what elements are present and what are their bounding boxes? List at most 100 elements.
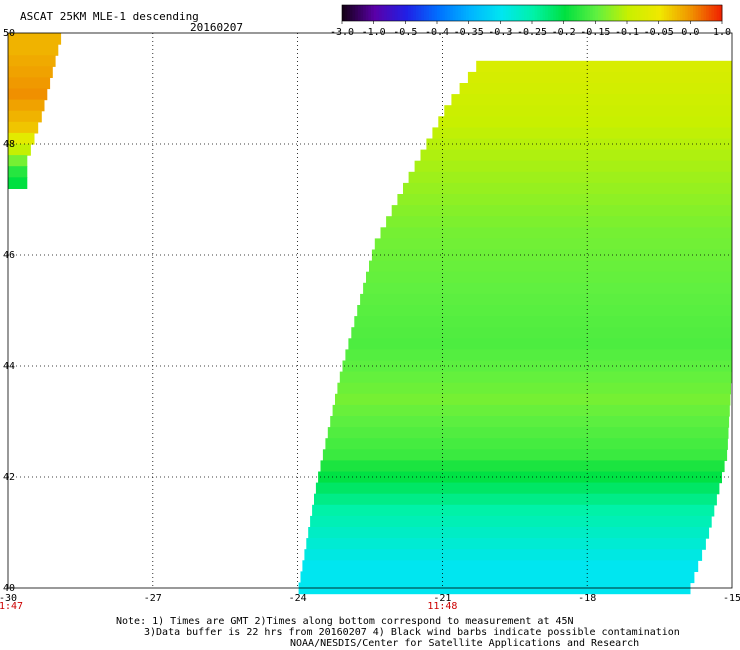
colorbar-swatch xyxy=(663,5,667,21)
colorbar-tick-label: -0.05 xyxy=(644,27,674,38)
time-label: 11:47 xyxy=(0,601,23,612)
colorbar-tick-label: -0.35 xyxy=(454,27,484,38)
colorbar-tick-label: -1.0 xyxy=(362,27,386,38)
colorbar-swatch xyxy=(439,5,443,21)
colorbar-swatch xyxy=(384,5,388,21)
colorbar-swatch xyxy=(613,5,617,21)
colorbar-swatch xyxy=(400,5,404,21)
swath-cell xyxy=(342,360,732,373)
x-tick-label: -27 xyxy=(144,593,162,604)
swath-cell xyxy=(8,166,28,178)
colorbar-swatch xyxy=(600,5,604,21)
colorbar-swatch xyxy=(500,5,504,21)
colorbar-swatch xyxy=(529,5,533,21)
colorbar-swatch xyxy=(347,5,351,21)
y-tick-label: 44 xyxy=(3,361,15,372)
colorbar-swatch xyxy=(442,5,446,21)
chart-date: 20160207 xyxy=(190,21,243,34)
colorbar-swatch xyxy=(666,5,670,21)
colorbar-swatch xyxy=(653,5,657,21)
colorbar-swatch xyxy=(473,5,477,21)
colorbar-swatch xyxy=(561,5,565,21)
colorbar-swatch xyxy=(532,5,536,21)
colorbar-swatch xyxy=(563,5,567,21)
swath-cell xyxy=(8,33,62,45)
colorbar-swatch xyxy=(632,5,636,21)
colorbar-swatch xyxy=(371,5,375,21)
colorbar-swatch xyxy=(447,5,451,21)
colorbar-swatch xyxy=(669,5,673,21)
y-tick-label: 40 xyxy=(3,583,15,594)
swath-cell xyxy=(8,121,39,134)
colorbar-swatch xyxy=(386,5,390,21)
swath-cell xyxy=(304,549,703,561)
colorbar-swatch xyxy=(373,5,377,21)
colorbar-swatch xyxy=(342,5,346,21)
swath-cell xyxy=(386,216,732,228)
colorbar-swatch xyxy=(587,5,591,21)
colorbar-swatch xyxy=(616,5,620,21)
colorbar-swatch xyxy=(352,5,356,21)
colorbar-tick-label: -3.0 xyxy=(330,27,354,38)
colorbar-tick-label: -0.15 xyxy=(580,27,610,38)
colorbar-swatch xyxy=(571,5,575,21)
colorbar-swatch xyxy=(714,5,718,21)
colorbar-swatch xyxy=(471,5,475,21)
colorbar-swatch xyxy=(674,5,678,21)
colorbar-swatch xyxy=(605,5,609,21)
colorbar-swatch xyxy=(603,5,607,21)
colorbar-swatch xyxy=(703,5,707,21)
y-tick-label: 50 xyxy=(3,28,15,39)
colorbar-swatch xyxy=(566,5,570,21)
colorbar-swatch xyxy=(463,5,467,21)
swath-cell xyxy=(8,99,45,112)
swath-cell xyxy=(310,515,712,528)
colorbar-swatch xyxy=(381,5,385,21)
swath-cell xyxy=(8,144,31,156)
y-tick-label: 48 xyxy=(3,139,15,150)
colorbar-swatch xyxy=(592,5,596,21)
colorbar-swatch xyxy=(421,5,425,21)
colorbar-swatch xyxy=(611,5,615,21)
colorbar-swatch xyxy=(460,5,464,21)
swath-cell xyxy=(371,249,732,262)
colorbar-swatch xyxy=(489,5,493,21)
colorbar-swatch xyxy=(695,5,699,21)
colorbar-swatch xyxy=(407,5,412,21)
colorbar-swatch xyxy=(542,5,546,21)
colorbar-swatch xyxy=(450,5,454,21)
colorbar-swatch xyxy=(700,5,704,21)
colorbar-swatch xyxy=(582,5,586,21)
colorbar-swatch xyxy=(405,5,409,21)
colorbar-swatch xyxy=(677,5,681,21)
colorbar-tick-label: -0.2 xyxy=(552,27,576,38)
colorbar-swatch xyxy=(595,5,599,21)
swath-cell xyxy=(420,149,732,162)
colorbar-swatch xyxy=(634,5,638,21)
colorbar-swatch xyxy=(502,5,507,21)
colorbar-swatch xyxy=(661,5,665,21)
swath-cell xyxy=(314,493,717,506)
colorbar-swatch xyxy=(521,5,525,21)
colorbar-tick-label: -0.1 xyxy=(615,27,639,38)
colorbar: -3.0 -1.0 -0.5 -0.4 -0.35 -0.3 -0.25 -0.2 -0.15-… xyxy=(330,4,731,38)
colorbar-swatch xyxy=(487,5,491,21)
colorbar-swatch xyxy=(574,5,578,21)
colorbar-swatch xyxy=(378,5,382,21)
colorbar-swatch xyxy=(711,5,715,21)
colorbar-swatch xyxy=(497,5,501,21)
swath-cell xyxy=(380,227,732,239)
colorbar-swatch xyxy=(671,5,675,21)
swath-layer xyxy=(8,33,732,595)
footnote-line-2: 3)Data buffer is 22 hrs from 20160207 4)… xyxy=(144,627,680,638)
swath-cell xyxy=(357,305,732,317)
swath-cell xyxy=(444,105,732,117)
swath-cell xyxy=(351,327,732,339)
colorbar-swatch xyxy=(423,5,427,21)
plot-frame xyxy=(7,32,733,589)
swath-cell xyxy=(322,449,728,461)
swath-cell xyxy=(320,460,725,473)
colorbar-swatch xyxy=(397,5,401,21)
colorbar-swatch xyxy=(344,5,348,21)
